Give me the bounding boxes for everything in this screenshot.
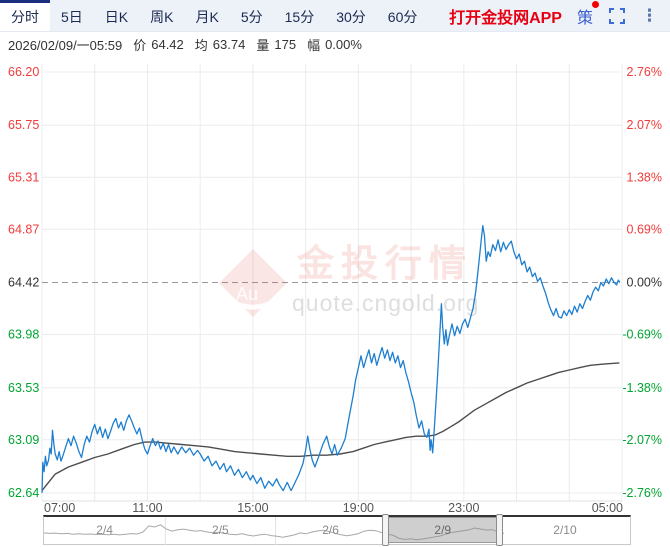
tab-5day[interactable]: 5日 [61, 9, 83, 25]
tab-15min[interactable]: 15分 [284, 9, 315, 25]
y-axis-right-label: 2.07% [627, 118, 662, 132]
navigator-date-2-10[interactable]: 2/10 [553, 523, 577, 537]
y-axis-right-label: 1.38% [627, 170, 662, 184]
price-chart-canvas[interactable]: Au 金投行情 quote.cngold.org 66.20 65.75 65.31 64.… [0, 0, 670, 515]
y-axis-right-label: 0.00% [627, 276, 662, 290]
y-axis-left-label: 65.75 [8, 118, 39, 132]
tab-minute[interactable]: 分时 [0, 0, 50, 31]
average-price-line [41, 362, 620, 492]
price-label: 价 [133, 38, 147, 53]
x-axis-time-label: 19:00 [343, 501, 374, 515]
navigator-selected-range[interactable] [385, 517, 500, 543]
strategy-button[interactable]: 策 [576, 0, 599, 28]
quote-datetime: 2026/02/09/一05:59 [8, 38, 123, 53]
y-axis-right-label: -2.07% [622, 433, 662, 447]
y-axis-left-label: 62.64 [8, 486, 39, 500]
y-axis-right-label: 2.76% [627, 65, 662, 79]
navigator-date-2-4[interactable]: 2/4 [96, 523, 113, 537]
price-value: 64.42 [151, 37, 184, 52]
range-value: 0.00% [325, 37, 362, 52]
tab-60min[interactable]: 60分 [387, 9, 418, 25]
y-axis-left-label: 63.09 [8, 433, 39, 447]
open-app-link[interactable]: 打开金投网APP [449, 9, 562, 27]
x-axis-time-label: 23:00 [448, 501, 479, 515]
y-axis-left-label: 63.98 [8, 328, 39, 342]
avg-value: 63.74 [212, 37, 246, 52]
navigator-handle-right[interactable] [496, 514, 504, 546]
navigator-handle-left[interactable] [382, 514, 390, 546]
fullscreen-button[interactable] [608, 7, 626, 25]
x-axis-time-label: 15:00 [237, 501, 268, 515]
period-tab-bar: 分时 5日 日K 周K 月K 5分 15分 30分 60分 打开金投网APP 策 ⋮ [0, 0, 670, 32]
tab-30min[interactable]: 30分 [336, 9, 366, 25]
volume-value: 175 [274, 37, 297, 52]
y-axis-left-label: 64.42 [8, 276, 39, 290]
fullscreen-icon [609, 7, 625, 24]
price-line [41, 225, 621, 494]
tab-week-k[interactable]: 周K [150, 9, 174, 25]
date-range-navigator[interactable]: 2/4 2/5 2/6 2/9 2/10 [43, 514, 631, 546]
tab-bar-actions: 打开金投网APP 策 ⋮ [449, 0, 670, 31]
x-axis-time-label: 07:00 [44, 501, 75, 515]
tab-5min[interactable]: 5分 [240, 9, 263, 25]
range-label: 幅 [307, 38, 321, 53]
y-axis-left-label: 66.20 [8, 65, 39, 79]
x-axis-time-label: 11:00 [132, 501, 162, 515]
watermark-title: 金投行情 [297, 242, 473, 284]
y-axis-left-label: 64.87 [8, 222, 39, 236]
kebab-menu-icon[interactable]: ⋮ [641, 6, 658, 25]
tab-month-k[interactable]: 月K [195, 9, 219, 25]
watermark-au-text: Au [236, 284, 258, 304]
x-axis-time-label: 05:00 [592, 501, 623, 515]
watermark-diamond-logo [219, 249, 287, 317]
y-axis-right-label: 0.69% [627, 222, 662, 236]
strategy-label: 策 [576, 9, 593, 27]
tab-day-k[interactable]: 日K [104, 9, 129, 25]
watermark-swoosh [219, 288, 289, 310]
y-axis-right-label: -0.69% [622, 328, 662, 342]
y-axis-right-label: -1.38% [622, 381, 662, 395]
notification-dot [592, 0, 599, 8]
navigator-date-2-6[interactable]: 2/6 [322, 523, 339, 537]
navigator-history-line [44, 524, 505, 541]
quote-info-bar: 2026/02/09/一05:59 价 64.42 均 63.74 量 175 … [0, 33, 670, 56]
y-axis-left-label: 65.31 [8, 170, 39, 184]
avg-label: 均 [194, 38, 208, 53]
y-axis-right-label: -2.76% [622, 486, 662, 500]
volume-label: 量 [256, 38, 270, 53]
y-axis-left-label: 63.53 [8, 381, 39, 395]
navigator-date-2-5[interactable]: 2/5 [212, 523, 229, 537]
watermark-url: quote.cngold.org [292, 290, 479, 316]
navigator-date-2-9[interactable]: 2/9 [434, 523, 452, 537]
period-tabs: 分时 5日 日K 周K 月K 5分 15分 30分 60分 [0, 0, 428, 31]
